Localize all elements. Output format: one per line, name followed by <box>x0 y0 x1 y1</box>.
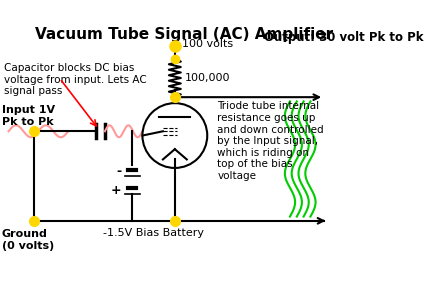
Text: Output: 30 volt Pk to Pk: Output: 30 volt Pk to Pk <box>265 31 424 44</box>
Text: Vacuum Tube Signal (AC) Amplifier: Vacuum Tube Signal (AC) Amplifier <box>35 27 333 42</box>
Text: Ground
(0 volts): Ground (0 volts) <box>2 229 54 251</box>
Text: 100,000: 100,000 <box>185 73 231 83</box>
Text: Triode tube internal
resistance goes up
and down controlled
by the Input signal,: Triode tube internal resistance goes up … <box>217 101 324 181</box>
Text: Input 1V
Pk to Pk: Input 1V Pk to Pk <box>2 105 55 127</box>
Text: +: + <box>110 184 121 197</box>
Text: Capacitor blocks DC bias
voltage from input. Lets AC
signal pass: Capacitor blocks DC bias voltage from in… <box>4 63 147 96</box>
Text: 100 volts: 100 volts <box>182 39 233 49</box>
Text: -: - <box>116 165 121 178</box>
Text: -1.5V Bias Battery: -1.5V Bias Battery <box>103 228 204 238</box>
